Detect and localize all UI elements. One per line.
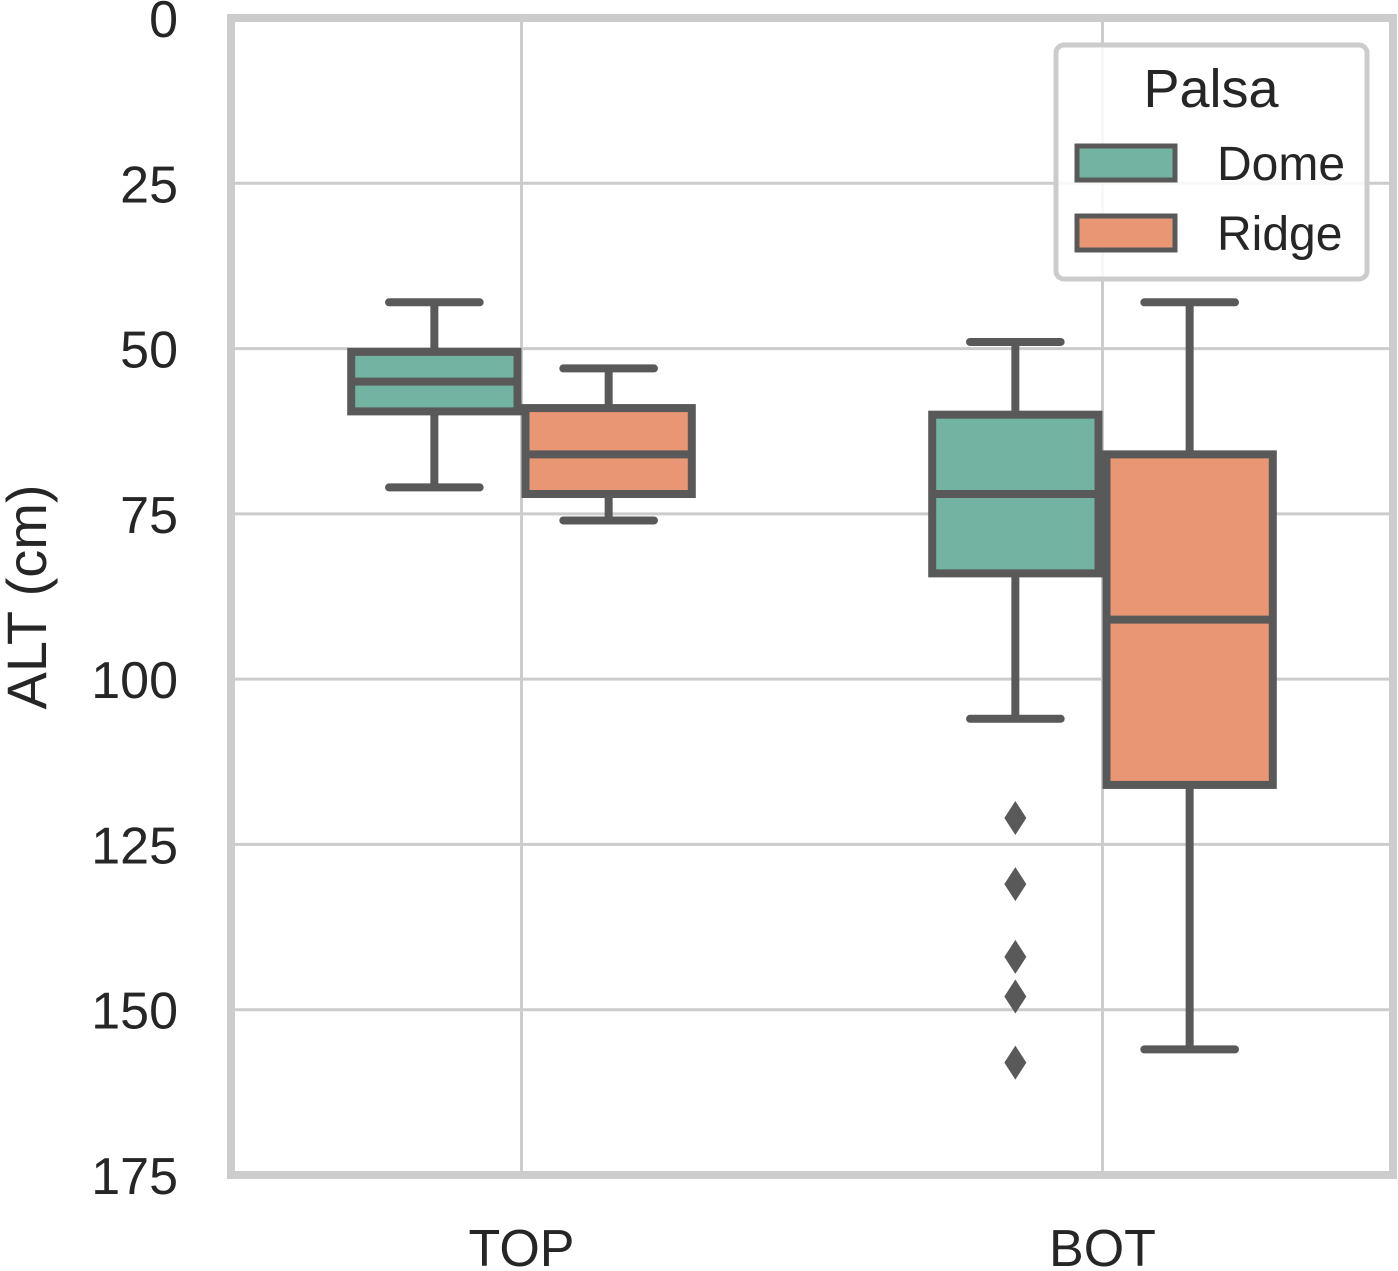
y-tick-label: 175 xyxy=(91,1148,178,1206)
legend-swatch-dome xyxy=(1074,143,1178,183)
x-tick-label: TOP xyxy=(469,1220,575,1271)
outlier-point xyxy=(1004,1045,1027,1080)
x-tick-label: BOT xyxy=(1049,1220,1156,1271)
box-dome-bot xyxy=(928,337,1103,1080)
outlier-point xyxy=(1004,800,1027,835)
box-ridge-bot xyxy=(1102,298,1277,1054)
y-tick-label: 25 xyxy=(120,156,178,214)
y-axis-label: ALT (cm) xyxy=(0,484,58,709)
y-tick-label: 100 xyxy=(91,652,178,710)
y-tick-label: 75 xyxy=(120,487,178,545)
legend-label-ridge: Ridge xyxy=(1217,208,1342,261)
outlier-point xyxy=(1004,979,1027,1014)
boxes-layer xyxy=(347,298,1277,1080)
y-tick-label: 50 xyxy=(120,322,178,380)
box-ridge-top xyxy=(521,364,696,525)
outlier-point xyxy=(1004,867,1027,902)
legend-items: Dome Ridge xyxy=(1074,138,1345,261)
y-tick-label: 0 xyxy=(149,0,178,49)
legend: Palsa Dome Ridge xyxy=(1053,42,1370,282)
legend-title: Palsa xyxy=(1143,59,1279,119)
y-tick-labels: 0 25 50 75 100 125 150 175 xyxy=(91,0,178,1206)
y-tick-label: 125 xyxy=(91,817,178,875)
x-tick-labels: TOP BOT xyxy=(469,1220,1156,1271)
y-tick-label: 150 xyxy=(91,983,178,1041)
legend-swatch-ridge xyxy=(1074,213,1178,253)
outlier-point xyxy=(1004,939,1027,974)
legend-label-dome: Dome xyxy=(1217,138,1345,191)
box-dome-top xyxy=(347,298,522,492)
plot-frame xyxy=(227,14,1397,1179)
